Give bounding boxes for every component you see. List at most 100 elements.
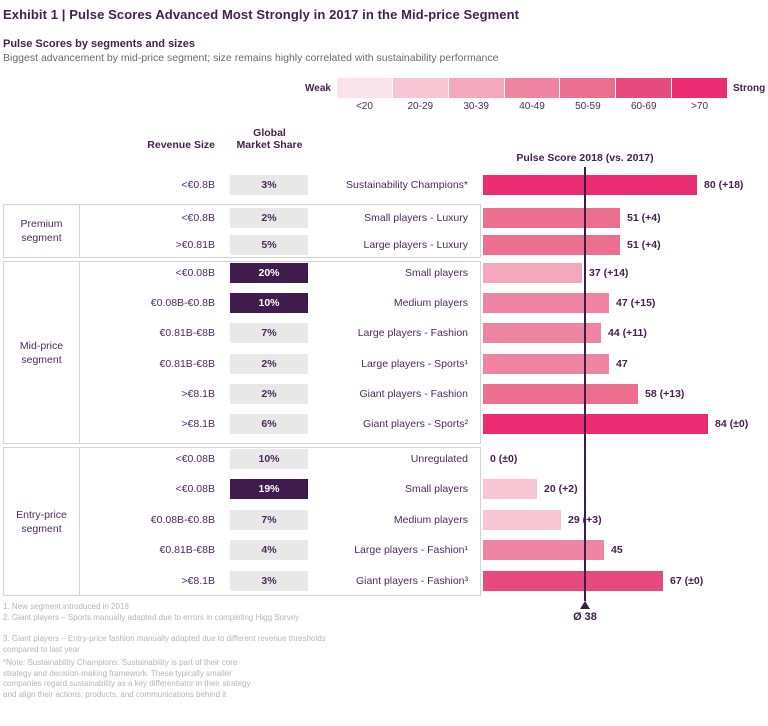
pulse-score-value: 37 (+14) — [589, 267, 629, 279]
pulse-score-value: 84 (±0) — [715, 418, 749, 430]
legend-bucket-label: 60-69 — [630, 101, 657, 112]
legend-swatch — [392, 78, 448, 98]
revenue-size-label: <€0.8B — [181, 212, 215, 224]
average-label: Ø 38 — [573, 611, 597, 623]
legend-strong-label: Strong — [733, 83, 766, 94]
pulse-score-bar — [483, 354, 609, 374]
revenue-size-label: >€0.81B — [175, 239, 215, 251]
legend-swatch — [616, 78, 672, 98]
revenue-size-label: <€0.08B — [175, 267, 215, 279]
segment-label-cell: Entry-price segment — [4, 448, 80, 595]
chart-description: Biggest advancement by mid-price segment… — [3, 52, 499, 64]
player-label: Large players - Fashion¹ — [354, 544, 468, 556]
market-share-cell: 2% — [230, 384, 308, 404]
revenue-size-label: €0.81B-€8B — [159, 358, 215, 370]
market-share-cell: 3% — [230, 571, 308, 591]
legend-bucket-label: >70 — [691, 101, 709, 112]
segment-label: Mid-price segment — [19, 339, 64, 366]
column-header-pulse-score: Pulse Score 2018 (vs. 2017) — [516, 152, 654, 164]
footnote-1: 1. New segment introduced in 2018 — [3, 602, 129, 611]
legend-swatch — [337, 78, 392, 98]
legend-swatch — [448, 78, 504, 98]
pulse-score-value: 51 (+4) — [627, 239, 661, 251]
revenue-size-label: <€0.08B — [175, 483, 215, 495]
player-label: Large players - Luxury — [363, 239, 468, 251]
revenue-size-label: €0.08B-€0.8B — [150, 514, 215, 526]
pulse-score-value: 47 (+15) — [616, 297, 656, 309]
chart-subtitle: Pulse Scores by segments and sizes — [3, 38, 195, 50]
column-header-global-market-share: Global Market Share — [236, 127, 303, 151]
pulse-score-value: 29 (+3) — [568, 514, 602, 526]
legend-bucket-label: <20 — [355, 101, 373, 112]
player-label: Large players - Sports¹ — [361, 358, 468, 370]
segment-box: Mid-price segment — [3, 261, 481, 444]
legend-swatch — [672, 78, 728, 98]
segment-box: Entry-price segment — [3, 447, 481, 596]
player-label: Small players — [404, 267, 468, 279]
revenue-size-label: >€8.1B — [181, 388, 215, 400]
pulse-score-bar — [483, 540, 604, 560]
revenue-size-label: >€8.1B — [181, 418, 215, 430]
pulse-score-bar — [483, 384, 638, 404]
pulse-score-bar — [483, 479, 537, 499]
footnote-2: 2. Giant players – Sports manually adapt… — [3, 613, 300, 622]
legend-swatch — [504, 78, 560, 98]
note-sustainability-champions: *Note: Sustainability Champions: Sustain… — [3, 658, 251, 699]
pulse-score-bar — [483, 293, 609, 313]
legend-bucket-label: 40-49 — [519, 101, 545, 112]
pulse-score-value: 44 (+11) — [608, 327, 647, 339]
revenue-size-label: <€0.8B — [181, 179, 215, 191]
player-label: Giant players - Fashion — [359, 388, 468, 400]
legend-color-scale — [337, 78, 728, 98]
legend-bucket-label: 30-39 — [463, 101, 489, 112]
pulse-score-value: 47 — [616, 358, 628, 370]
pulse-score-bar — [483, 175, 697, 195]
pulse-score-value: 67 (±0) — [670, 575, 704, 587]
legend-bucket-labels: <20 20-29 30-39 40-49 50-59 60-69 >70 — [337, 101, 727, 112]
player-label: Unregulated — [410, 453, 468, 465]
pulse-score-bar — [483, 510, 561, 530]
market-share-cell: 2% — [230, 354, 308, 374]
player-label: Small players — [404, 483, 468, 495]
market-share-cell: 3% — [230, 175, 308, 195]
segment-box: Premium segment — [3, 204, 481, 258]
pulse-score-value: 58 (+13) — [645, 388, 685, 400]
segment-label: Entry-price segment — [16, 508, 67, 535]
market-share-cell: 6% — [230, 414, 308, 434]
pulse-score-value: 0 (±0) — [490, 453, 518, 465]
revenue-size-label: €0.81B-€8B — [159, 327, 215, 339]
market-share-cell: 19% — [230, 479, 308, 499]
market-share-cell: 10% — [230, 449, 308, 469]
market-share-cell: 10% — [230, 293, 308, 313]
pulse-score-bar — [483, 263, 582, 283]
revenue-size-label: >€8.1B — [181, 575, 215, 587]
pulse-score-value: 20 (+2) — [544, 483, 578, 495]
player-label: Medium players — [393, 514, 468, 526]
pulse-score-bar — [483, 571, 663, 591]
segment-label-cell: Mid-price segment — [4, 262, 80, 443]
legend-weak-label: Weak — [305, 83, 331, 94]
pulse-score-value: 80 (+18) — [704, 179, 744, 191]
average-marker-icon — [580, 601, 590, 609]
segment-label: Premium segment — [20, 218, 63, 244]
revenue-size-label: €0.81B-€8B — [159, 544, 215, 556]
legend-swatch — [560, 78, 616, 98]
player-label: Small players - Luxury — [364, 212, 468, 224]
pulse-score-bar — [483, 323, 601, 343]
footnote-3: 3. Giant players – Entry-price fashion m… — [3, 634, 326, 654]
player-label: Large players - Fashion — [357, 327, 468, 339]
average-line — [584, 167, 586, 601]
column-header-revenue-size: Revenue Size — [147, 139, 215, 151]
pulse-score-bar — [483, 414, 708, 434]
market-share-cell: 2% — [230, 208, 308, 228]
market-share-cell: 7% — [230, 510, 308, 530]
segment-label-cell: Premium segment — [4, 205, 80, 257]
player-label: Giant players - Fashion³ — [355, 575, 468, 587]
pulse-score-bar — [483, 235, 620, 255]
player-label: Giant players - Sports² — [362, 418, 468, 430]
legend-bucket-label: 50-59 — [575, 101, 601, 112]
market-share-cell: 4% — [230, 540, 308, 560]
legend-bucket-label: 20-29 — [407, 101, 434, 112]
revenue-size-label: <€0.08B — [175, 453, 215, 465]
